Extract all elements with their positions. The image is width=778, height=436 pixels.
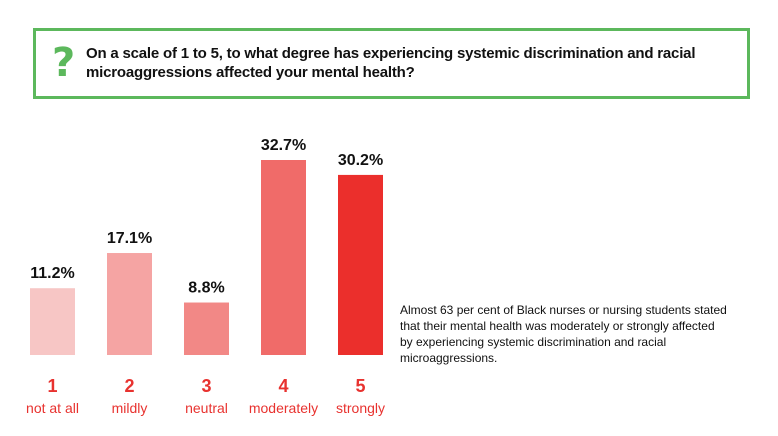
category-label-4: 4: [278, 376, 288, 396]
category-sublabel-5: strongly: [336, 400, 385, 416]
value-label-1: 11.2%: [30, 265, 74, 282]
category-label-2: 2: [124, 376, 134, 396]
category-sublabel-2: mildly: [112, 400, 148, 416]
category-sublabel-4: moderately: [249, 400, 318, 416]
question-box: ? On a scale of 1 to 5, to what degree h…: [33, 28, 750, 99]
bar-5: [338, 174, 383, 355]
question-mark-icon: ?: [52, 40, 76, 86]
bar-3: [184, 302, 229, 355]
value-label-4: 32.7%: [261, 137, 306, 154]
bar-2: [107, 253, 152, 355]
question-text: On a scale of 1 to 5, to what degree has…: [86, 45, 696, 81]
value-label-5: 30.2%: [338, 152, 383, 169]
summary-note: Almost 63 per cent of Black nurses or nu…: [400, 303, 727, 365]
category-label-5: 5: [355, 376, 365, 396]
bar-4: [261, 160, 306, 355]
category-sublabel-1: not at all: [26, 400, 79, 416]
category-label-1: 1: [47, 376, 57, 396]
value-label-3: 8.8%: [188, 280, 224, 297]
category-label-3: 3: [201, 376, 211, 396]
category-sublabel-3: neutral: [185, 400, 228, 416]
value-label-2: 17.1%: [107, 230, 152, 247]
bar-1: [30, 288, 75, 355]
